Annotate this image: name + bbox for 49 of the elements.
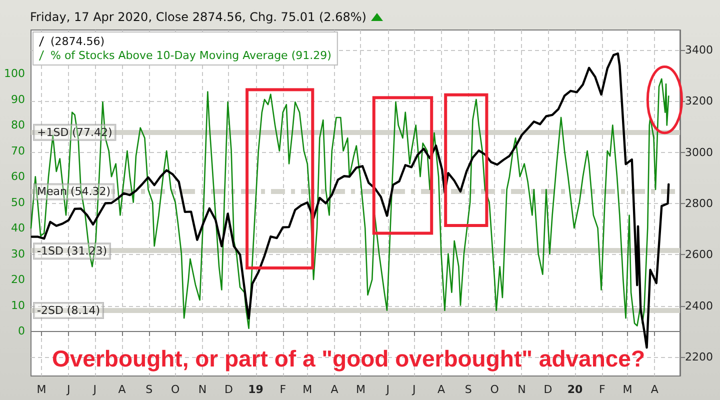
x-tick-label: N xyxy=(518,383,526,396)
x-tick-label: A xyxy=(118,383,126,396)
chart-subtitle: Friday, 17 Apr 2020, Close 2874.56, Chg. 75.01 (2.68%) xyxy=(30,10,366,24)
legend-label: (2874.56) xyxy=(50,35,105,48)
x-tick-label: A xyxy=(330,383,339,396)
y-tick-label: 60 xyxy=(11,170,25,184)
x-tick-label: O xyxy=(490,383,500,396)
y2-tick-label: 2600 xyxy=(685,248,713,262)
y-tick-label: 30 xyxy=(11,247,25,260)
y-tick-label: 50 xyxy=(11,196,25,209)
y-tick-label: 0 xyxy=(18,324,25,338)
y-tick-label: 70 xyxy=(11,144,25,158)
x-tick-label: D xyxy=(544,383,552,396)
legend-label: % of Stocks Above 10-Day Moving Average (91.29) xyxy=(50,49,332,62)
x-tick-label: A xyxy=(650,383,659,396)
x-tick-label: D xyxy=(224,383,233,396)
y2-tick-label: 3400 xyxy=(685,43,713,56)
y-tick-label: 80 xyxy=(11,118,25,132)
y-tick-label: 100 xyxy=(4,67,25,80)
x-tick-label: M xyxy=(622,383,632,396)
x-tick-label: M xyxy=(36,383,46,396)
y2-tick-label: 2200 xyxy=(685,350,713,364)
line-series xyxy=(30,52,670,349)
y-tick-label: 10 xyxy=(11,298,25,312)
y2-tick-label: 2400 xyxy=(685,299,713,312)
x-tick-label: O xyxy=(170,383,180,396)
x-tick-label: F xyxy=(280,383,286,396)
x-tick-label: M xyxy=(302,383,312,396)
y2-tick-label: 2800 xyxy=(685,197,713,210)
x-tick-label: J xyxy=(411,383,416,396)
x-tick-label: N xyxy=(198,383,207,396)
y-tick-label: 90 xyxy=(11,92,25,106)
y-tick-label: 20 xyxy=(11,273,25,286)
x-tick-label: M xyxy=(356,383,366,396)
annotation: Overbought, or part of a "good overbought" advance? xyxy=(52,346,646,372)
ref-line-label: -2SD (8.14) xyxy=(37,304,100,318)
x-tick-label: 19 xyxy=(248,383,264,396)
y2-tick-label: 3000 xyxy=(685,146,713,159)
y-tick-label: 40 xyxy=(11,222,25,235)
x-tick-label: S xyxy=(464,383,472,396)
x-tick-label: A xyxy=(437,383,446,396)
x-tick-label: J xyxy=(92,383,96,396)
x-tick-label: S xyxy=(146,383,153,396)
x-tick-label: 20 xyxy=(567,383,584,396)
y2-tick-label: 3200 xyxy=(685,94,713,108)
x-tick-label: F xyxy=(598,383,606,396)
line-series xyxy=(30,78,670,330)
x-tick-label: J xyxy=(66,383,70,396)
x-tick-label: J xyxy=(385,383,390,396)
